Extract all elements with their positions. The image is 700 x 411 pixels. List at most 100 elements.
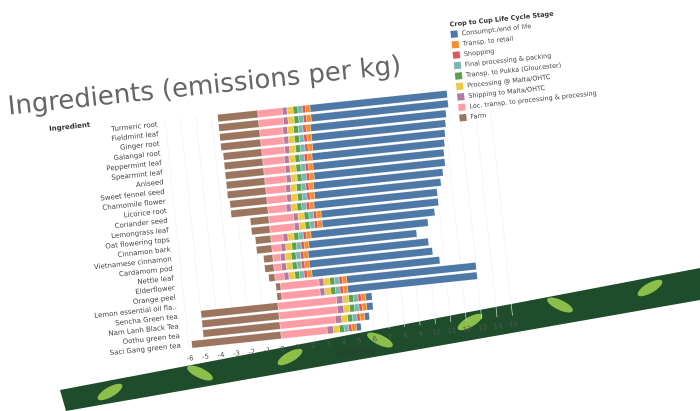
bar-segment (301, 202, 306, 210)
x-tick-label: -5 (202, 353, 210, 362)
bar-segment (258, 117, 283, 127)
bar-segment (351, 324, 356, 332)
bar-segment (365, 293, 372, 301)
bar-segment (284, 272, 289, 280)
bar-segment (293, 213, 298, 221)
x-tick-label: -2 (248, 348, 256, 357)
bar-segment (360, 313, 365, 321)
bar-segment (290, 184, 297, 192)
bar-segment (226, 178, 265, 189)
bar-segment (292, 242, 297, 250)
bar-segment (306, 231, 311, 239)
bar-segment (297, 193, 302, 201)
bar-segment (281, 243, 286, 251)
grid-line (488, 85, 512, 316)
bar-segment (327, 326, 334, 334)
x-tick-label: 12 (462, 325, 472, 334)
bar-segment (273, 254, 281, 262)
bar-segment (290, 165, 297, 173)
bar-segment (309, 211, 314, 219)
bar-segment (274, 263, 282, 271)
bar-segment (307, 134, 312, 142)
bar-segment (361, 293, 366, 301)
bar-segment (302, 193, 307, 201)
bar-segment (299, 154, 304, 162)
bar-segment (301, 173, 306, 181)
bar-segment (281, 263, 286, 271)
bar-segment (272, 244, 282, 252)
bar-segment (260, 137, 284, 147)
bar-segment (267, 195, 288, 204)
bar-segment (271, 234, 284, 243)
bar-segment (300, 144, 305, 152)
grid-line (473, 87, 497, 318)
bar-segment (285, 243, 292, 251)
legend-swatch (458, 103, 466, 111)
bar-segment (352, 314, 357, 322)
bar-segment (225, 168, 264, 179)
bar-segment (349, 304, 354, 312)
bar-segment (255, 235, 271, 244)
x-tick-label: 7 (388, 333, 393, 341)
bar-segment (287, 126, 294, 134)
bar-segment (310, 192, 315, 200)
bar-segment (286, 185, 291, 193)
bar-segment (292, 262, 297, 270)
bar-segment (309, 172, 314, 180)
bar-segment (291, 194, 298, 202)
bar-segment (275, 273, 285, 281)
bar-segment (317, 220, 322, 228)
bar-segment (364, 312, 369, 320)
bar-segment (223, 149, 262, 160)
bar-segment (283, 234, 288, 242)
bar-segment (354, 304, 359, 312)
x-tick-label: -4 (217, 351, 225, 360)
bar-segment (304, 241, 309, 249)
x-tick-label: 14 (493, 322, 503, 331)
bar-segment (294, 223, 299, 231)
bar-segment (299, 135, 304, 143)
bar-segment (337, 305, 344, 313)
bar-segment (323, 278, 330, 286)
bar-segment (306, 114, 311, 122)
slide: Ingredients (emissions per kg) Ingredien… (0, 0, 700, 411)
y-axis-title: Ingredient (49, 121, 92, 133)
legend-swatch (456, 83, 464, 91)
x-tick-label: 15 (509, 320, 519, 329)
bar-segment (309, 202, 314, 210)
bar-segment (294, 116, 299, 124)
bar-segment (296, 242, 301, 250)
x-tick-label: 11 (447, 327, 457, 336)
legend-swatch (455, 72, 463, 80)
bar-segment (366, 302, 373, 310)
bar-segment (297, 106, 302, 114)
bar-segment (218, 120, 259, 132)
x-tick-label: 8 (403, 332, 408, 340)
bar-segment (261, 146, 285, 156)
bar-segment (298, 115, 303, 123)
bar-segment (298, 232, 303, 240)
x-tick-label: 0 (280, 345, 285, 353)
bar-segment (295, 145, 300, 153)
bar-segment (305, 221, 310, 229)
bar-segment (286, 204, 291, 212)
bar-segment (308, 143, 313, 151)
bar-segment (291, 174, 298, 182)
bar-segment (264, 264, 274, 272)
bar-segment (341, 315, 348, 323)
bar-segment (276, 283, 281, 291)
x-tick-label: 9 (418, 330, 423, 338)
bar-segment (304, 260, 309, 268)
bar-segment (285, 253, 292, 261)
x-tick-label: 1 (295, 343, 300, 351)
bar-segment (334, 277, 339, 285)
bar-segment (297, 174, 302, 182)
bar-segment (342, 295, 349, 303)
x-tick-label: 2 (311, 341, 316, 349)
bar-segment (284, 156, 289, 164)
bar-segment (296, 184, 301, 192)
x-tick-label: 13 (478, 323, 488, 332)
bar-segment (296, 252, 301, 260)
bar-segment (282, 107, 287, 115)
bar-segment (294, 135, 299, 143)
